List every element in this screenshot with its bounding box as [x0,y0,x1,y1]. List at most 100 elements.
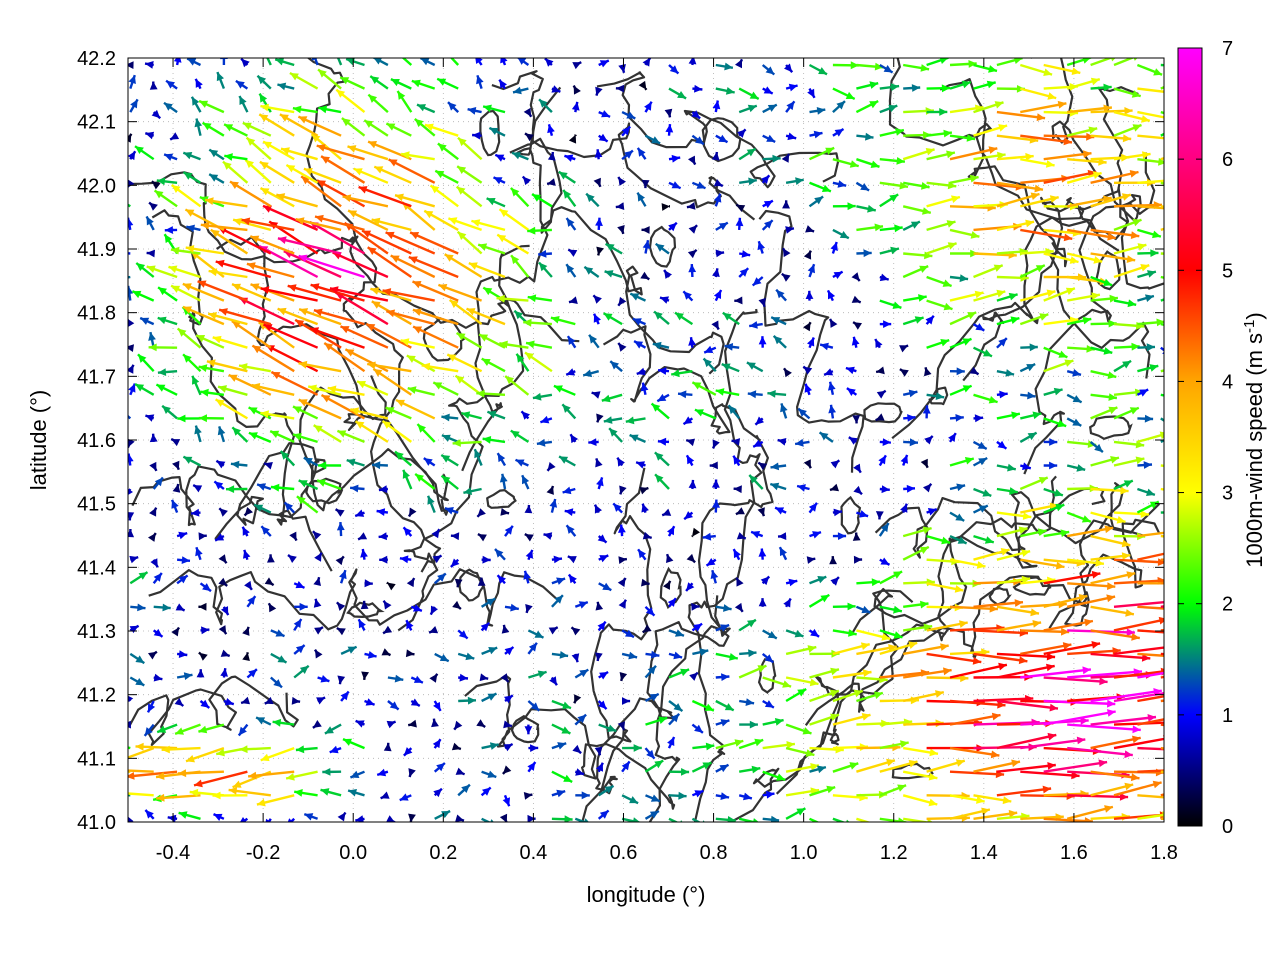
wind-vector-shaft [1160,346,1164,352]
wind-vector-head [333,47,340,56]
wind-vector [298,360,342,373]
wind-vector-head [798,408,807,417]
wind-vector [642,531,653,540]
wind-vector [1090,346,1113,355]
x-tick-label-9: 1.4 [970,842,998,864]
wind-vector [597,809,610,820]
wind-vector-shaft [1137,746,1164,751]
wind-vector [715,221,729,231]
wind-vector [574,713,587,726]
wind-vector-head [607,724,617,732]
contour-line-7 [397,244,530,632]
wind-vector [1066,316,1092,326]
wind-vector [481,357,506,373]
wind-vector [520,410,530,420]
wind-vector-head [413,675,423,683]
wind-vector-head [210,229,220,238]
wind-vector [313,308,365,326]
wind-vector-head [322,768,331,776]
wind-vector [428,626,439,634]
wind-vector-head [688,155,696,165]
wind-vector [973,264,1004,279]
wind-vector [805,225,815,233]
wind-vector-head [476,719,486,727]
wind-vector-head [408,813,416,822]
wind-vector-head [617,578,626,587]
wind-vector [1043,529,1070,538]
y-tick-label-11: 42.1 [77,112,116,134]
wind-vector-head [457,231,467,240]
wind-vector-head [830,242,838,251]
wind-vector [448,217,482,232]
wind-vector-head [154,190,164,199]
wind-vector [528,744,539,752]
wind-vector-head [128,344,134,352]
wind-vector-head [430,185,440,194]
wind-vector-head [157,316,167,325]
wind-vector-head [232,283,241,291]
wind-vector-shaft [949,626,1005,632]
wind-vector [832,202,856,211]
wind-vector-head [451,742,461,751]
wind-vector [260,525,272,537]
wind-vector [949,511,965,522]
wind-vector-head [788,578,798,587]
wind-vector-head [198,725,208,734]
wind-vector-head [1095,559,1104,567]
wind-vector [598,133,609,143]
wind-vector-head [969,366,979,375]
wind-vector-head [830,713,839,721]
wind-vector [818,431,834,443]
wind-vector-head [224,153,233,161]
wind-vector [129,676,145,687]
wind-vector [902,316,924,326]
wind-vector [924,435,934,445]
wind-vector [1090,552,1131,561]
wind-vector [876,389,887,399]
wind-vector-head [566,525,575,534]
wind-vector-head [688,225,698,234]
wind-vector-head [390,255,400,263]
wind-vector-head [248,407,258,415]
wind-vector-head [277,82,287,91]
wind-vector-head [530,744,539,752]
wind-vector [750,530,764,539]
wind-vector [143,723,155,737]
wind-vector [225,485,248,493]
wind-vector-head [721,673,730,681]
contour-line-3 [305,58,442,573]
wind-vector [924,366,932,377]
wind-vector [645,650,660,659]
wind-vector [807,263,816,278]
wind-vector [272,718,295,727]
wind-vector [926,582,964,593]
wind-vector [671,369,693,378]
wind-vector-shaft [1043,676,1108,684]
wind-vector-head [310,327,320,335]
wind-vector-shaft [1113,691,1164,703]
wind-vector [523,792,533,800]
wind-vector-head [889,194,899,203]
wind-vector-head [1144,414,1154,423]
wind-vector [213,480,225,490]
colorbar-tick-label-7: 7 [1222,38,1233,60]
wind-vector-head [712,268,720,277]
wind-vector [711,151,720,161]
wind-vector [198,414,224,423]
wind-vector-head [1107,371,1117,379]
wind-vector [856,758,896,773]
wind-vector-head [215,259,225,268]
wind-vector [902,220,921,231]
wind-vector [657,437,670,446]
wind-vector-head [572,744,582,754]
wind-vector-head [244,580,252,590]
wind-vector [688,155,697,166]
wind-vector [665,553,674,563]
wind-vector-head [527,814,536,822]
wind-vector [598,59,610,68]
wind-vector-head [1137,243,1147,251]
wind-vector [832,629,857,637]
wind-vector [275,193,318,208]
wind-vector-head [247,596,256,605]
wind-vector [416,423,436,443]
